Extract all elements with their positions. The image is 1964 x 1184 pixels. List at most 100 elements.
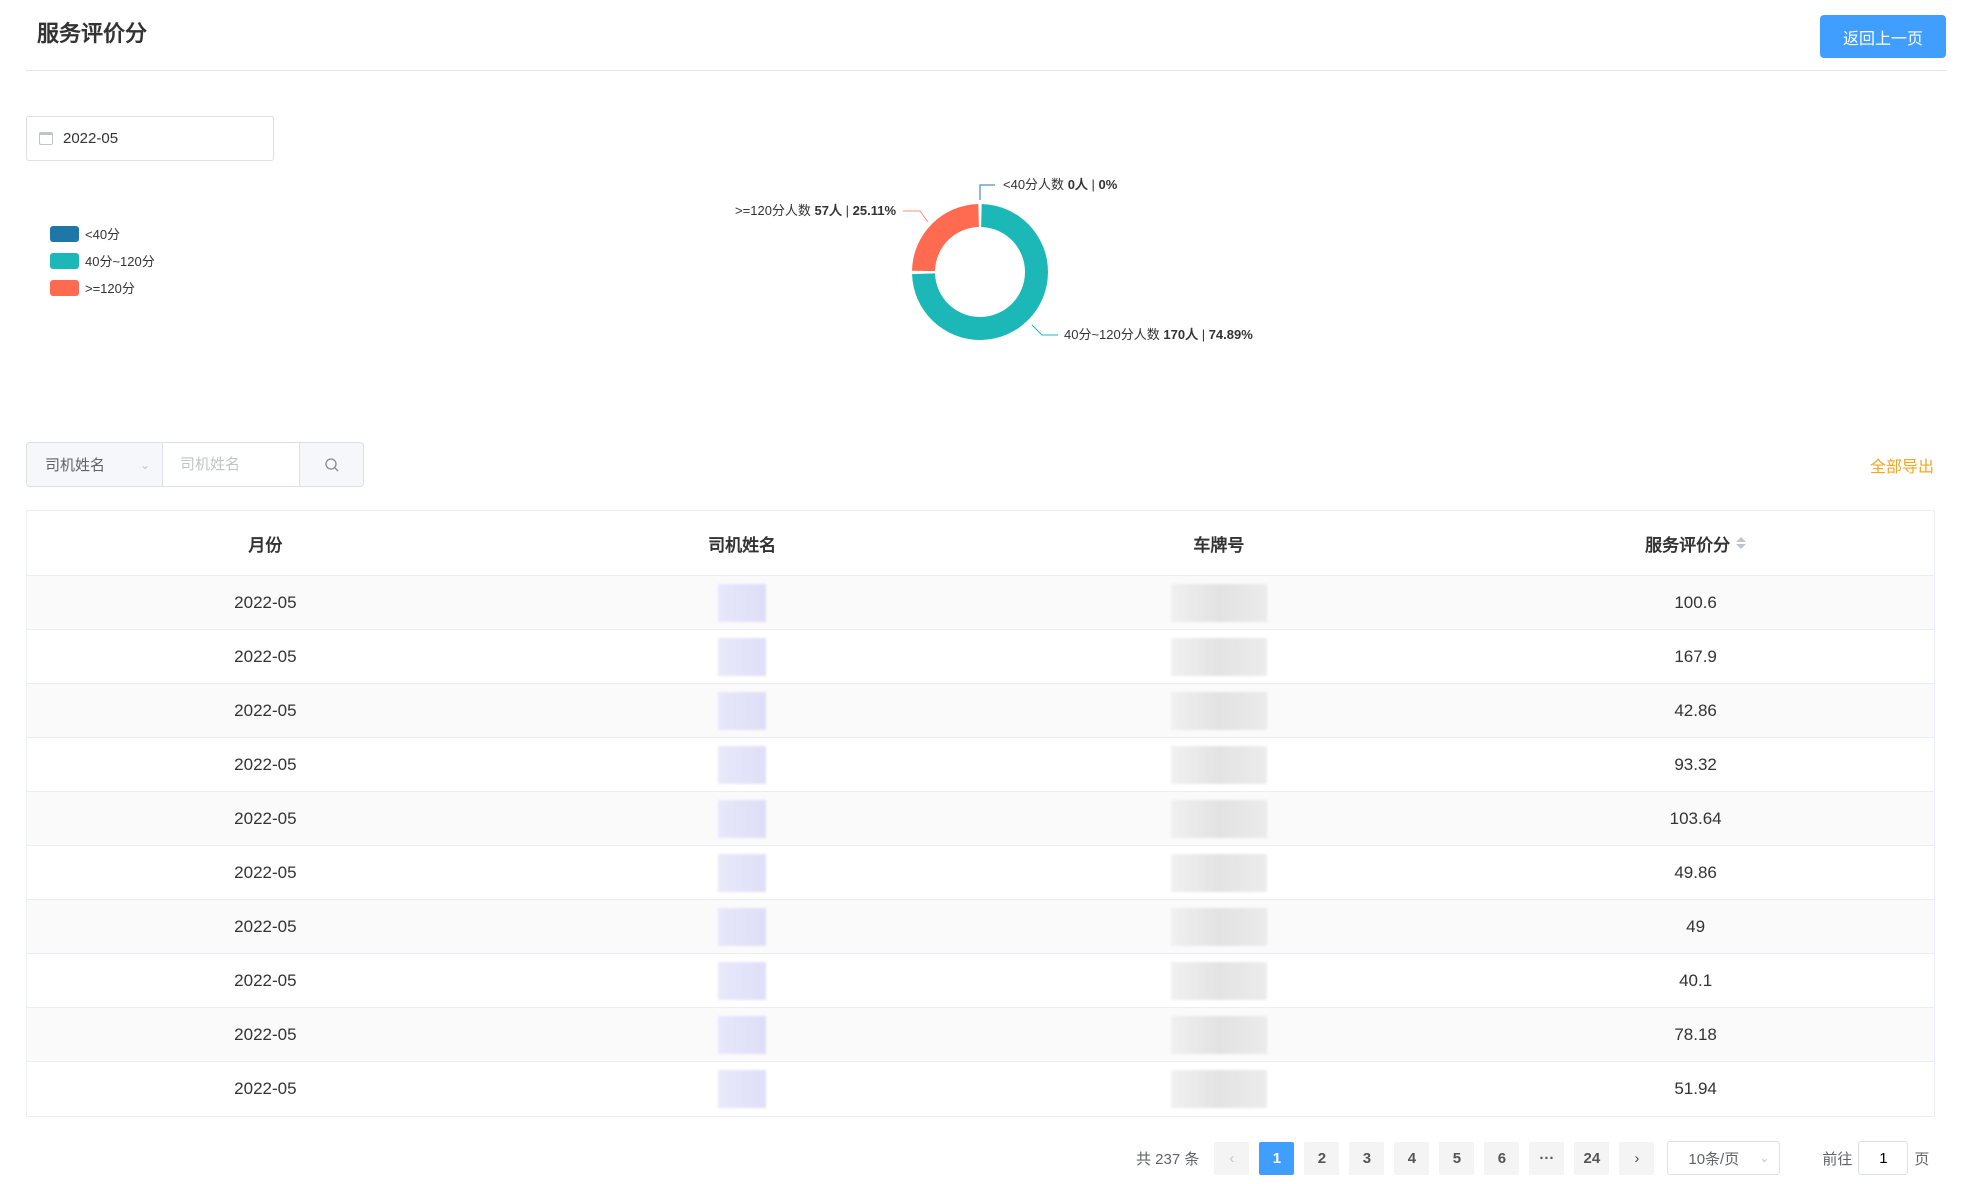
col-score[interactable]: 服务评价分 [1457,531,1934,556]
page-button[interactable]: 2 [1304,1141,1340,1175]
search-field-select[interactable]: 司机姓名 ⌄ [27,443,163,486]
redacted-block [718,637,767,676]
redacted-block [718,745,767,784]
cell-month: 2022-05 [234,808,297,828]
redacted-block [1170,853,1267,892]
donut-chart: <40分人数 0人 | 0% >=120分人数 57人 | 25.11% 40分… [735,177,1253,342]
month-picker[interactable]: 2022-05 [26,116,274,161]
back-button[interactable]: 返回上一页 [1820,15,1946,58]
chevron-down-icon: ⌄ [139,457,150,472]
cell-plate-redacted [981,583,1458,622]
cell-month: 2022-05 [234,700,297,720]
month-value: 2022-05 [63,130,119,147]
cell-driver-redacted [504,1015,981,1054]
cell-driver-redacted [504,745,981,784]
table-row: 2022-05 49.86 [27,846,1934,900]
page-size-select[interactable]: 10条/页 ⌄ [1667,1141,1781,1175]
cell-driver-redacted [504,583,981,622]
table-row: 2022-05 100.6 [27,576,1934,630]
redacted-block [718,1070,767,1108]
search-button[interactable] [300,443,363,486]
page-button[interactable]: 3 [1349,1141,1385,1175]
calendar-icon [39,132,53,145]
page-button[interactable]: 4 [1394,1141,1430,1175]
cell-score: 103.64 [1669,808,1722,828]
export-all-link[interactable]: 全部导出 [1870,459,1935,476]
page-button[interactable]: ··· [1529,1141,1565,1175]
col-driver: 司机姓名 [708,535,777,555]
search-bar: 司机姓名 ⌄ [26,442,364,487]
cell-driver-redacted [504,637,981,676]
redacted-block [1170,583,1267,622]
legend-item[interactable]: <40分 [50,220,155,247]
cell-month: 2022-05 [234,592,297,612]
page-button[interactable]: 5 [1439,1141,1475,1175]
next-page-button[interactable]: › [1619,1141,1655,1175]
donut-slice-2[interactable] [912,204,979,272]
table-row: 2022-05 51.94 [27,1062,1934,1116]
page-title: 服务评价分 [37,21,148,46]
chart-legend: <40分 40分~120分 >=120分 [50,220,155,301]
cell-driver-redacted [504,853,981,892]
page-suffix: 页 [1914,1150,1930,1168]
driver-name-input[interactable] [163,443,300,486]
slice-label-gte120: >=120分人数 57人 | 25.11% [735,203,896,218]
chevron-down-icon: ⌄ [1759,1151,1770,1165]
cell-driver-redacted [504,799,981,838]
redacted-block [1170,691,1267,730]
cell-month: 2022-05 [234,862,297,882]
redacted-block [718,691,767,730]
redacted-block [1170,637,1267,676]
col-month: 月份 [248,535,283,555]
page-button[interactable]: 1 [1259,1141,1295,1175]
redacted-block [718,961,767,1000]
divider [26,70,1946,71]
sort-icon[interactable] [1736,537,1747,549]
prev-page-button[interactable]: ‹ [1214,1141,1250,1175]
cell-month: 2022-05 [234,754,297,774]
cell-plate-redacted [981,1070,1458,1108]
cell-score: 78.18 [1674,1024,1717,1044]
legend-label: 40分~120分 [85,254,155,269]
cell-month: 2022-05 [234,1024,297,1044]
label-line-lt40 [979,184,995,200]
cell-score: 49.86 [1674,862,1717,882]
cell-month: 2022-05 [234,970,297,990]
total-count: 共 237 条 [1136,1150,1200,1168]
redacted-block [1170,907,1267,946]
legend-swatch [50,279,79,296]
donut-slice-1[interactable] [912,204,1049,340]
goto-page-input[interactable] [1858,1141,1909,1175]
cell-month: 2022-05 [234,1079,297,1098]
page-button[interactable]: 24 [1574,1141,1610,1175]
table-row: 2022-05 103.64 [27,792,1934,846]
label-line-gte120 [903,210,929,223]
legend-label: <40分 [85,227,121,242]
redacted-block [1170,799,1267,838]
cell-score: 42.86 [1674,700,1717,720]
cell-driver-redacted [504,691,981,730]
page-button[interactable]: 6 [1484,1141,1520,1175]
slice-label-40-120: 40分~120分人数 170人 | 74.89% [1064,327,1253,342]
legend-item[interactable]: >=120分 [50,274,155,301]
table-row: 2022-05 78.18 [27,1008,1934,1062]
table-header: 月份 司机姓名 车牌号 服务评价分 [27,511,1934,576]
cell-score: 40.1 [1679,970,1713,990]
table-row: 2022-05 40.1 [27,954,1934,1008]
cell-driver-redacted [504,961,981,1000]
cell-driver-redacted [504,1070,981,1108]
legend-item[interactable]: 40分~120分 [50,247,155,274]
select-value: 司机姓名 [45,457,106,474]
col-plate: 车牌号 [1193,535,1245,555]
cell-plate-redacted [981,1015,1458,1054]
redacted-block [718,799,767,838]
legend-swatch [50,252,79,269]
cell-score: 93.32 [1674,754,1717,774]
score-table: 月份 司机姓名 车牌号 服务评价分 2022-05 100.6 2022-05 1… [26,510,1935,1117]
cell-score: 49 [1686,916,1706,936]
cell-driver-redacted [504,907,981,946]
redacted-block [1170,961,1267,1000]
slice-label-lt40: <40分人数 0人 | 0% [1003,177,1118,192]
col-score-label: 服务评价分 [1645,535,1731,555]
redacted-block [1170,1070,1267,1108]
